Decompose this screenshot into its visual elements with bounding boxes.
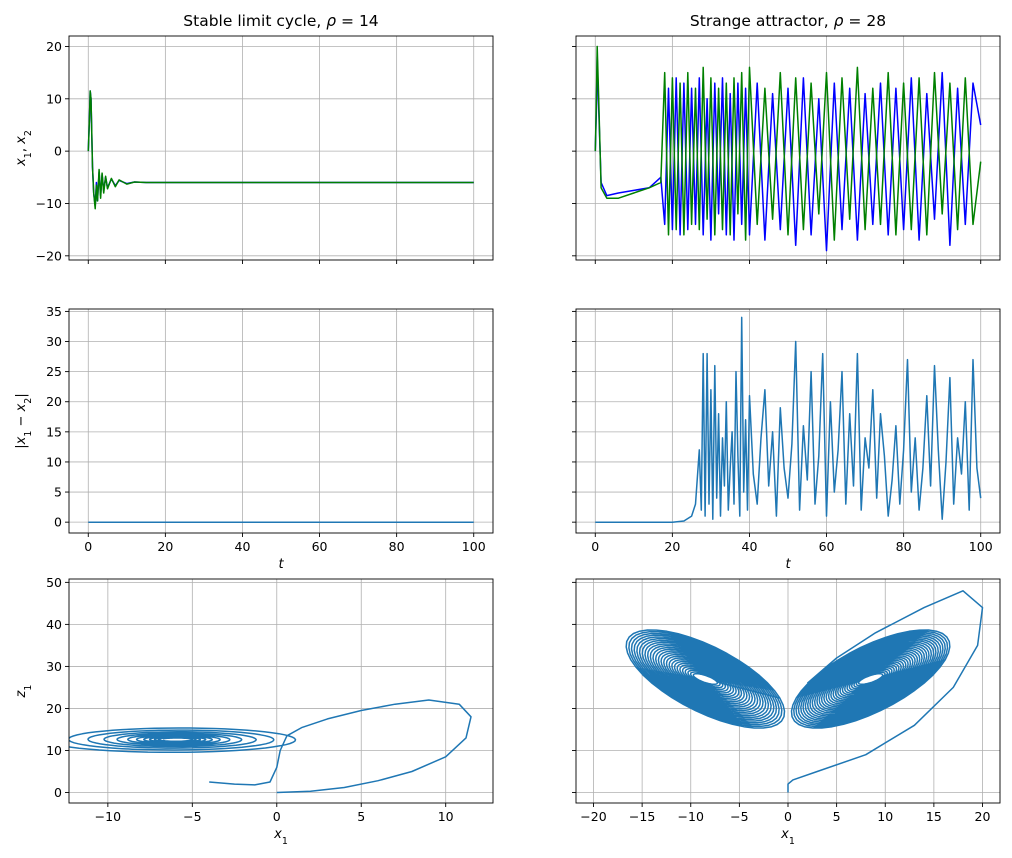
panel-ts28: Strange attractor, ρ = 28 [572, 12, 1001, 264]
x-tick-label: −10 [95, 809, 121, 824]
x-tick-label: 10 [877, 809, 893, 824]
x-tick-label: 15 [926, 809, 942, 824]
axes-frame [68, 308, 494, 534]
panel-diff28: 0 20 40 60 80 100 t [572, 308, 1001, 572]
y-tick-label: 20 [46, 701, 62, 716]
y-tick-label: 35 [46, 304, 62, 319]
y-axis-label: |x1 − x2| [14, 393, 34, 448]
y-tick-label: 25 [46, 364, 62, 379]
x-tick-label: 0 [273, 809, 281, 824]
series-line-0 [595, 316, 982, 523]
series-line-0 [594, 56, 982, 252]
x-tick-label: 60 [312, 539, 328, 554]
x-axis-label: t [785, 557, 791, 572]
x-tick-label: −10 [678, 809, 704, 824]
series-line-0 [625, 590, 984, 793]
x-tick-label: −5 [730, 809, 748, 824]
series-line-0 [87, 90, 474, 207]
y-tick-label: 30 [46, 334, 62, 349]
x-axis-label: x1 [780, 827, 795, 847]
x-tick-label: 80 [389, 539, 405, 554]
y-tick-label: 0 [54, 515, 62, 530]
x-tick-label: −5 [183, 809, 201, 824]
y-tick-label: 0 [54, 785, 62, 800]
panel-phase14: −10 −5 0 5 10 0 10 20 30 40 50 x1 z1 [14, 575, 494, 847]
y-tick-label: 40 [46, 617, 62, 632]
x-tick-label: 5 [357, 809, 365, 824]
x-tick-label: 40 [235, 539, 251, 554]
y-axis-label: z1 [14, 685, 34, 699]
axes-frame [575, 35, 1001, 261]
x-tick-label: 100 [969, 539, 993, 554]
axes-frame [575, 308, 1001, 534]
y-tick-label: 15 [46, 424, 62, 439]
series-line-1 [87, 90, 474, 210]
y-tick-label: −20 [36, 248, 62, 263]
x-tick-label: 0 [591, 539, 599, 554]
axes-frame [68, 35, 494, 261]
y-tick-label: 20 [46, 394, 62, 409]
x-tick-label: −20 [580, 809, 606, 824]
panel-phase28: −20 −15 −10 −5 0 5 10 15 20 x1 [572, 578, 1001, 847]
x-tick-label: 60 [819, 539, 835, 554]
y-tick-label: 10 [46, 91, 62, 106]
x-tick-label: 20 [157, 539, 173, 554]
y-tick-label: 5 [54, 485, 62, 500]
x-axis-label: x1 [273, 827, 288, 847]
y-tick-label: −10 [36, 196, 62, 211]
x-tick-label: 40 [742, 539, 758, 554]
x-tick-label: 5 [833, 809, 841, 824]
series-line-1 [594, 45, 982, 241]
panel-diff14: 0 20 40 60 80 100 0 5 10 15 20 25 30 35 t |x1 − x2| [14, 304, 494, 572]
y-tick-label: 50 [46, 575, 62, 590]
x-tick-label: 80 [896, 539, 912, 554]
y-tick-label: 30 [46, 659, 62, 674]
x-tick-label: 0 [84, 539, 92, 554]
y-tick-label: 10 [46, 743, 62, 758]
y-tick-label: 0 [54, 144, 62, 159]
axes-frame [68, 578, 494, 804]
chart-title: Strange attractor, ρ = 28 [690, 12, 886, 30]
x-axis-label: t [278, 557, 284, 572]
x-tick-label: 20 [664, 539, 680, 554]
series-line-0 [69, 699, 472, 794]
panel-ts14: −20 −10 0 10 20 Stable limit cycle, ρ = 14 x1,… [14, 12, 494, 264]
x-tick-label: 10 [438, 809, 454, 824]
y-tick-label: 10 [46, 454, 62, 469]
x-tick-label: 20 [975, 809, 991, 824]
x-tick-label: −15 [629, 809, 655, 824]
x-tick-label: 100 [462, 539, 486, 554]
y-tick-label: 20 [46, 39, 62, 54]
chart-title: Stable limit cycle, ρ = 14 [183, 12, 378, 30]
x-tick-label: 0 [784, 809, 792, 824]
y-axis-label: x1, x2 [14, 130, 34, 167]
